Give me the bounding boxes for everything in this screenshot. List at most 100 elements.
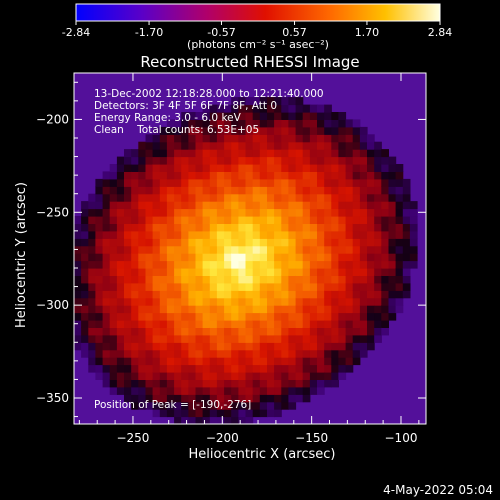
heatmap-cell [324,156,332,165]
heatmap-cell [216,349,225,358]
heatmap-cell [181,223,189,232]
heatmap-cell [216,305,225,314]
heatmap-cell [166,364,175,373]
heatmap-cell [331,342,339,351]
heatmap-cell [352,119,361,128]
heatmap-cell [317,379,325,388]
heatmap-cell [209,112,218,120]
heatmap-cell [288,245,297,254]
heatmap-cell [231,171,239,180]
heatmap-cell [295,372,304,380]
heatmap-cell [252,230,261,239]
heatmap-cell [295,342,304,351]
heatmap-cell [88,312,96,321]
heatmap-cell [145,334,154,343]
y-tick-label: −350 [36,391,69,405]
heatmap-cell [324,357,332,366]
heatmap-cell [174,186,182,195]
heatmap-cell [302,334,311,343]
heatmap-cell [174,238,182,247]
heatmap-cell [166,164,175,172]
heatmap-cell [131,327,139,336]
heatmap-cell [388,268,397,276]
heatmap-cell [145,178,154,187]
heatmap-cell [231,97,239,106]
heatmap-cell [395,305,404,314]
heatmap-cell [317,372,325,380]
heatmap-cell [131,357,139,366]
heatmap-cell [124,372,132,380]
heatmap-cell [138,305,146,314]
heatmap-cell [124,282,132,291]
heatmap-cell [88,327,96,336]
heatmap-cell [374,223,382,232]
heatmap-cell [174,253,182,262]
heatmap-cell [295,104,304,113]
heatmap-cell [381,208,389,217]
heatmap-cell [374,282,382,291]
heatmap-cell [231,253,239,262]
heatmap-cell [124,290,132,299]
heatmap-cell [138,349,146,358]
heatmap-cell [367,275,375,284]
heatmap-cell [288,238,297,247]
heatmap-cell [259,149,268,158]
heatmap-cell [131,334,139,343]
heatmap-cell [102,297,111,306]
heatmap-cell [181,164,189,172]
heatmap-cell [138,208,146,217]
heatmap-cell [259,334,268,343]
heatmap-cell [252,134,261,143]
heatmap-cell [188,112,197,120]
heatmap-cell [224,305,232,314]
heatmap-cell [145,223,154,232]
heatmap-cell [195,290,204,299]
heatmap-cell [131,245,139,254]
heatmap-cell [74,238,82,247]
heatmap-cell [302,342,311,351]
heatmap-cell [252,178,261,187]
heatmap-cell [338,275,347,284]
heatmap-cell [288,178,297,187]
heatmap-cell [367,342,375,351]
x-tick-label: −100 [385,431,418,445]
heatmap-cell [188,186,197,195]
heatmap-cell [124,216,132,224]
heatmap-cell [74,230,82,239]
heatmap-cell [216,171,225,180]
heatmap-cell [345,149,354,158]
heatmap-cell [324,201,332,210]
heatmap-cell [352,245,361,254]
heatmap-cell [181,149,189,158]
heatmap-cell [259,394,268,403]
heatmap-cell [174,305,182,314]
heatmap-cell [359,193,368,202]
heatmap-cell [331,164,339,172]
heatmap-cell [295,208,304,217]
heatmap-cell [324,312,332,321]
heatmap-cell [202,401,211,410]
heatmap-cell [388,216,397,224]
heatmap-cell [352,268,361,276]
heatmap-cell [252,409,261,418]
plot-frame [73,72,427,425]
heatmap-cell [331,186,339,195]
heatmap-cell [109,253,118,262]
heatmap-cell [267,349,275,358]
heatmap-cell [216,201,225,210]
heatmap-cell [359,134,368,143]
heatmap-cell [202,216,211,224]
heatmap-cell [145,260,154,269]
heatmap-cell [252,349,261,358]
heatmap-cell [309,357,318,366]
heatmap-cell [338,149,347,158]
heatmap-cell [288,186,297,195]
heatmap-cell [174,320,182,328]
heatmap-cell [245,297,254,306]
heatmap-cell [374,186,382,195]
heatmap-cell [295,126,304,135]
heatmap-cell [302,357,311,366]
heatmap-cell [159,312,168,321]
heatmap-cell [116,268,125,276]
heatmap-cell [338,357,347,366]
